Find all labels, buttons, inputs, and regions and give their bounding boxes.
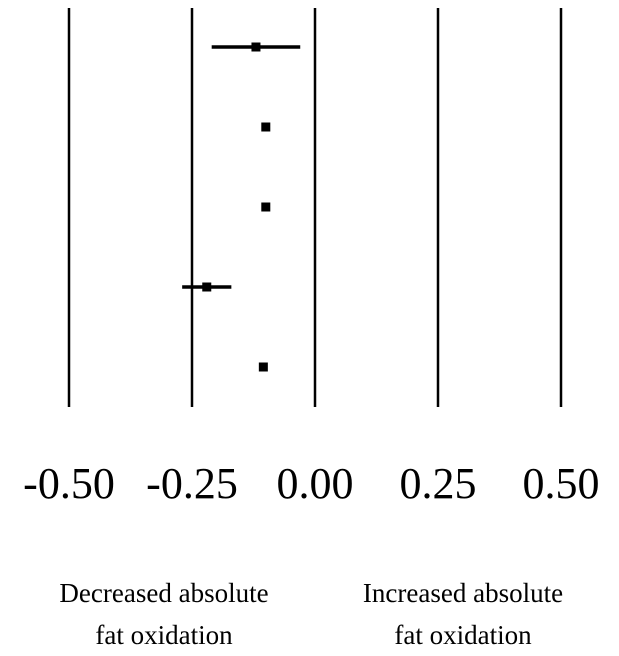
increased-direction-label: Increased absolute fat oxidation: [313, 572, 613, 656]
estimates: [182, 42, 301, 372]
point-estimate-0: [251, 42, 261, 52]
x-tick-label-2: 0.00: [276, 459, 354, 508]
x-tick-label-4: 0.50: [522, 459, 600, 508]
point-estimate-4: [258, 362, 268, 372]
decreased-label-line-2: fat oxidation: [95, 620, 233, 650]
decreased-direction-label: Decreased absolute fat oxidation: [14, 572, 314, 656]
forest-plot: [67, 8, 563, 407]
decreased-label-line-1: Decreased absolute: [59, 578, 269, 608]
point-estimate-3: [202, 282, 212, 292]
point-estimate-2: [261, 202, 271, 212]
gridlines: [67, 8, 563, 407]
x-tick-label-1: -0.25: [146, 459, 238, 508]
point-estimate-1: [261, 122, 271, 132]
increased-label-line-1: Increased absolute: [362, 578, 564, 608]
increased-label-line-2: fat oxidation: [394, 620, 532, 650]
x-tick-label-0: -0.50: [23, 459, 115, 508]
x-tick-label-3: 0.25: [399, 459, 477, 508]
